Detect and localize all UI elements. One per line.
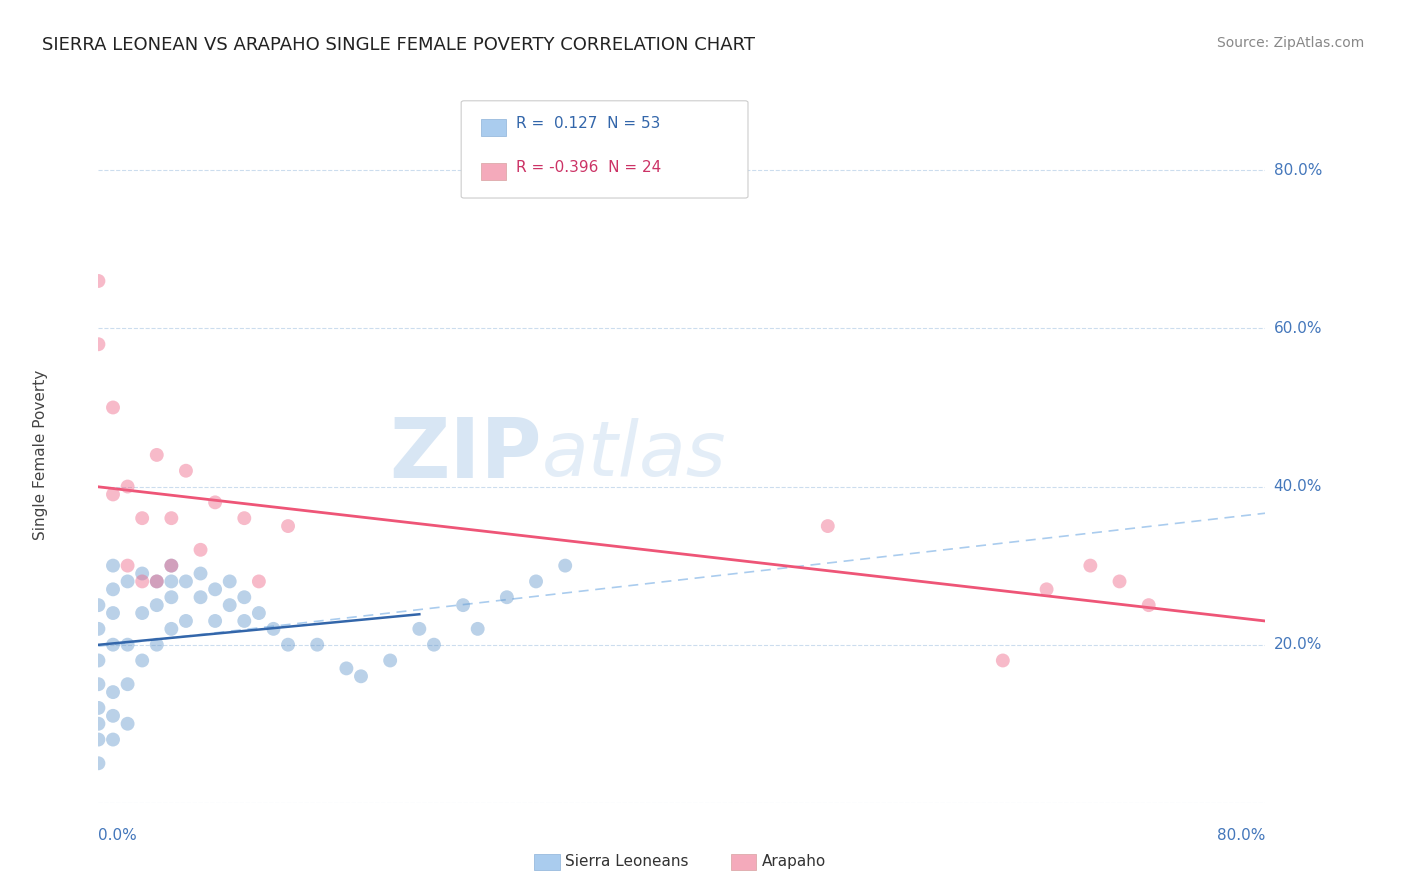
Point [233, 511, 256, 525]
Text: 80.0%: 80.0% [1218, 828, 1265, 843]
Point [247, 606, 270, 620]
Text: ZIP: ZIP [389, 415, 541, 495]
Point [1108, 574, 1130, 589]
Point [87, 337, 110, 351]
Point [233, 614, 256, 628]
Point [101, 732, 124, 747]
Text: Single Female Poverty: Single Female Poverty [32, 370, 48, 540]
Point [204, 614, 226, 628]
Point [277, 638, 299, 652]
Point [87, 622, 110, 636]
Point [204, 582, 226, 597]
Point [247, 574, 270, 589]
Point [131, 566, 153, 581]
Point [101, 487, 124, 501]
Point [380, 653, 402, 667]
Point [218, 598, 240, 612]
Point [101, 685, 124, 699]
Point [87, 732, 110, 747]
Point [87, 716, 110, 731]
Point [160, 622, 183, 636]
Point [174, 464, 197, 478]
Point [146, 574, 169, 589]
Point [335, 661, 357, 675]
Point [131, 606, 153, 620]
Text: Source: ZipAtlas.com: Source: ZipAtlas.com [1216, 36, 1364, 50]
Point [1035, 582, 1057, 597]
Point [101, 558, 124, 573]
Text: 20.0%: 20.0% [1274, 637, 1322, 652]
Point [160, 511, 183, 525]
Point [190, 542, 212, 557]
Point [87, 274, 110, 288]
Point [101, 582, 124, 597]
Text: 40.0%: 40.0% [1274, 479, 1322, 494]
Point [204, 495, 226, 509]
Point [131, 511, 153, 525]
Point [101, 708, 124, 723]
Text: 60.0%: 60.0% [1274, 321, 1322, 336]
Text: SIERRA LEONEAN VS ARAPAHO SINGLE FEMALE POVERTY CORRELATION CHART: SIERRA LEONEAN VS ARAPAHO SINGLE FEMALE … [42, 36, 755, 54]
Point [218, 574, 240, 589]
Point [408, 622, 430, 636]
Point [423, 638, 446, 652]
Point [190, 566, 212, 581]
Point [1080, 558, 1102, 573]
Text: R =  0.127  N = 53: R = 0.127 N = 53 [516, 117, 661, 131]
Point [262, 622, 284, 636]
Point [146, 638, 169, 652]
Point [117, 574, 139, 589]
Text: 80.0%: 80.0% [1274, 163, 1322, 178]
Text: Sierra Leoneans: Sierra Leoneans [565, 855, 689, 869]
Point [87, 677, 110, 691]
Point [87, 756, 110, 771]
Point [174, 574, 197, 589]
Point [117, 677, 139, 691]
Point [87, 701, 110, 715]
Point [307, 638, 329, 652]
Point [1137, 598, 1160, 612]
Point [467, 622, 489, 636]
Point [131, 653, 153, 667]
Point [101, 638, 124, 652]
Point [160, 574, 183, 589]
Point [160, 558, 183, 573]
Point [117, 716, 139, 731]
Point [350, 669, 373, 683]
Point [277, 519, 299, 533]
Point [174, 614, 197, 628]
Point [190, 591, 212, 605]
Point [496, 591, 519, 605]
Point [87, 653, 110, 667]
Point [554, 558, 576, 573]
Point [146, 574, 169, 589]
Text: atlas: atlas [541, 418, 727, 491]
Point [117, 558, 139, 573]
Point [160, 591, 183, 605]
Point [146, 448, 169, 462]
Text: R = -0.396  N = 24: R = -0.396 N = 24 [516, 161, 661, 175]
Point [991, 653, 1014, 667]
Point [101, 606, 124, 620]
Point [160, 558, 183, 573]
Point [233, 591, 256, 605]
Point [524, 574, 547, 589]
Point [87, 598, 110, 612]
Point [117, 638, 139, 652]
Point [117, 479, 139, 493]
Point [101, 401, 124, 415]
Point [817, 519, 839, 533]
Point [451, 598, 474, 612]
Point [131, 574, 153, 589]
Text: Arapaho: Arapaho [762, 855, 827, 869]
Text: 0.0%: 0.0% [98, 828, 138, 843]
Point [146, 598, 169, 612]
